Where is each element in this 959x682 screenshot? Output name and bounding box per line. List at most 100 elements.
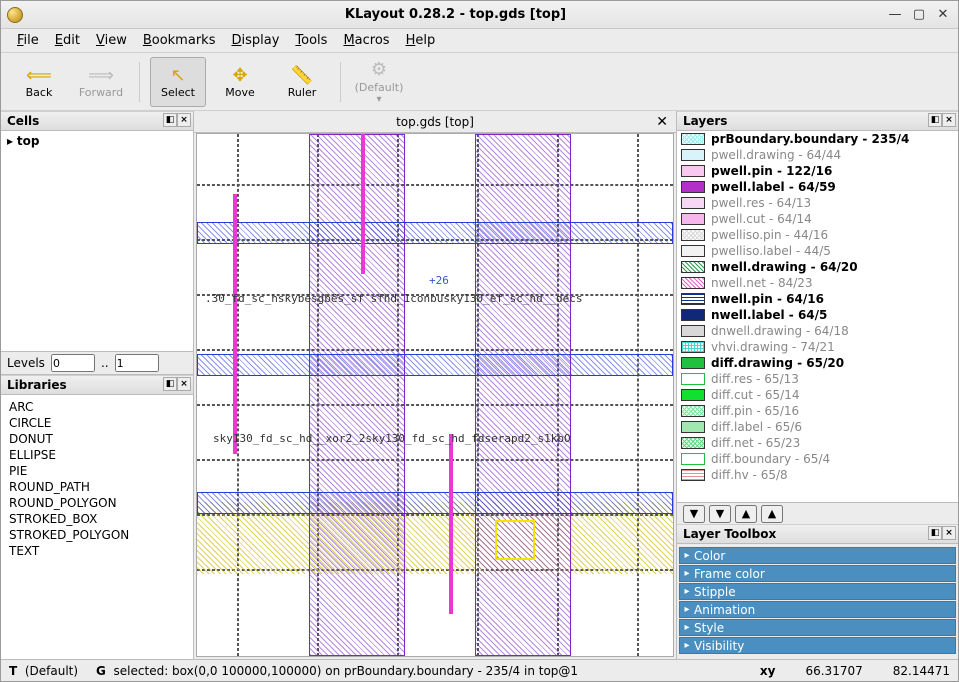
grid-line (197, 404, 673, 406)
toolbox-frame-color[interactable]: ▸Frame color (679, 565, 956, 582)
toolbox-close-icon[interactable]: × (942, 526, 956, 540)
level-from-input[interactable] (51, 354, 95, 372)
layers-list[interactable]: prBoundary.boundary - 235/4pwell.drawing… (677, 131, 958, 502)
layer-name: diff.hv - 65/8 (711, 468, 788, 482)
layer-row[interactable]: dnwell.drawing - 64/18 (677, 323, 958, 339)
layer-row[interactable]: pwell.cut - 64/14 (677, 211, 958, 227)
cell-row: ▸ top (3, 133, 191, 149)
layer-nav-button[interactable]: ▲ (735, 505, 757, 523)
layer-name: diff.cut - 65/14 (711, 388, 799, 402)
layers-close-icon[interactable]: × (942, 113, 956, 127)
library-item[interactable]: PIE (9, 463, 185, 479)
layer-nav-button[interactable]: ▲ (761, 505, 783, 523)
layer-row[interactable]: diff.label - 65/6 (677, 419, 958, 435)
layer-row[interactable]: diff.drawing - 65/20 (677, 355, 958, 371)
minimize-icon[interactable]: — (886, 6, 904, 24)
layer-row[interactable]: nwell.net - 84/23 (677, 275, 958, 291)
cells-tree[interactable]: ▸ top (1, 131, 193, 351)
layer-row[interactable]: vhvi.drawing - 74/21 (677, 339, 958, 355)
layer-row[interactable]: diff.net - 65/23 (677, 435, 958, 451)
cell-name[interactable]: top (17, 134, 40, 148)
library-item[interactable]: ROUND_POLYGON (9, 495, 185, 511)
layer-row[interactable]: nwell.pin - 64/16 (677, 291, 958, 307)
toolbar-move-button[interactable]: ✥Move (212, 57, 268, 107)
layer-row[interactable]: pwell.drawing - 64/44 (677, 147, 958, 163)
menu-macros[interactable]: Macros (337, 31, 395, 50)
close-icon[interactable]: ✕ (934, 6, 952, 24)
menu-display[interactable]: Display (225, 31, 285, 50)
maximize-icon[interactable]: ▢ (910, 6, 928, 24)
cell-label: sky130_fd_sc_hd__xor2_2sky130_fd_sc_hd_f… (213, 432, 571, 445)
library-item[interactable]: STROKED_POLYGON (9, 527, 185, 543)
toolbox-animation[interactable]: ▸Animation (679, 601, 956, 618)
layer-nav-button[interactable]: ▼ (683, 505, 705, 523)
toolbox-header: Layer Toolbox ◧ × (677, 524, 958, 544)
menu-file[interactable]: File (11, 31, 45, 50)
toolbox-label: Animation (694, 603, 755, 617)
layer-swatch (681, 261, 705, 273)
titlebar: KLayout 0.28.2 - top.gds [top] — ▢ ✕ (1, 1, 958, 29)
toolbox-visibility[interactable]: ▸Visibility (679, 637, 956, 654)
library-item[interactable]: STROKED_BOX (9, 511, 185, 527)
toolbox-label: Stipple (694, 585, 736, 599)
libraries-list[interactable]: ARCCIRCLEDONUTELLIPSEPIEROUND_PATHROUND_… (1, 395, 193, 659)
library-item[interactable]: DONUT (9, 431, 185, 447)
layer-row[interactable]: pwelliso.label - 44/5 (677, 243, 958, 259)
layer-name: nwell.pin - 64/16 (711, 292, 824, 306)
toolbar-separator (340, 62, 341, 102)
layer-nav-button[interactable]: ▼ (709, 505, 731, 523)
layer-row[interactable]: pwell.label - 64/59 (677, 179, 958, 195)
back-icon: ⟸ (26, 64, 52, 86)
layer-row[interactable]: diff.boundary - 65/4 (677, 451, 958, 467)
status-xy-label: xy (760, 664, 776, 678)
toolbox-stipple[interactable]: ▸Stipple (679, 583, 956, 600)
layer-name: pwell.label - 64/59 (711, 180, 836, 194)
toolbox-style[interactable]: ▸Style (679, 619, 956, 636)
menu-edit[interactable]: Edit (49, 31, 86, 50)
menu-bookmarks[interactable]: Bookmarks (137, 31, 222, 50)
menu-help[interactable]: Help (400, 31, 442, 50)
layer-name: pwell.pin - 122/16 (711, 164, 832, 178)
layer-row[interactable]: diff.res - 65/13 (677, 371, 958, 387)
library-item[interactable]: ROUND_PATH (9, 479, 185, 495)
layer-shape (197, 222, 673, 244)
expander-icon[interactable]: ▸ (7, 134, 13, 148)
layer-row[interactable]: prBoundary.boundary - 235/4 (677, 131, 958, 147)
library-item[interactable]: ELLIPSE (9, 447, 185, 463)
layer-swatch (681, 133, 705, 145)
toolbar-back-button[interactable]: ⟸Back (11, 57, 67, 107)
library-item[interactable]: CIRCLE (9, 415, 185, 431)
layer-row[interactable]: nwell.label - 64/5 (677, 307, 958, 323)
toolbox-color[interactable]: ▸Color (679, 547, 956, 564)
toolbar-forward-button: ⟹Forward (73, 57, 129, 107)
cells-close-icon[interactable]: × (177, 113, 191, 127)
toolbox-undock-icon[interactable]: ◧ (928, 526, 942, 540)
layer-swatch (681, 149, 705, 161)
layer-row[interactable]: diff.hv - 65/8 (677, 467, 958, 483)
toolbar-ruler-button[interactable]: 📏Ruler (274, 57, 330, 107)
libs-undock-icon[interactable]: ◧ (163, 377, 177, 391)
library-item[interactable]: ARC (9, 399, 185, 415)
library-item[interactable]: TEXT (9, 543, 185, 559)
tab-title[interactable]: top.gds [top] (202, 115, 668, 129)
layout-canvas[interactable]: .30_fd_sc_hskybёsgbёs_sf sfhd_1conbusky1… (196, 133, 674, 657)
tab-close-icon[interactable]: ✕ (656, 114, 668, 130)
libs-close-icon[interactable]: × (177, 377, 191, 391)
toolbar-label: Forward (79, 86, 123, 99)
layers-undock-icon[interactable]: ◧ (928, 113, 942, 127)
toolbar-default-button: ⚙(Default)▾ (351, 57, 407, 107)
layer-row[interactable]: diff.cut - 65/14 (677, 387, 958, 403)
layer-row[interactable]: diff.pin - 65/16 (677, 403, 958, 419)
status-y: 82.14471 (893, 664, 950, 678)
menu-tools[interactable]: Tools (289, 31, 333, 50)
level-to-input[interactable] (115, 354, 159, 372)
cells-undock-icon[interactable]: ◧ (163, 113, 177, 127)
chevron-right-icon: ▸ (680, 640, 694, 651)
layer-name: diff.boundary - 65/4 (711, 452, 830, 466)
toolbar-select-button[interactable]: ↖Select (150, 57, 206, 107)
menu-view[interactable]: View (90, 31, 133, 50)
layer-row[interactable]: nwell.drawing - 64/20 (677, 259, 958, 275)
layer-row[interactable]: pwell.res - 64/13 (677, 195, 958, 211)
layer-row[interactable]: pwelliso.pin - 44/16 (677, 227, 958, 243)
layer-row[interactable]: pwell.pin - 122/16 (677, 163, 958, 179)
